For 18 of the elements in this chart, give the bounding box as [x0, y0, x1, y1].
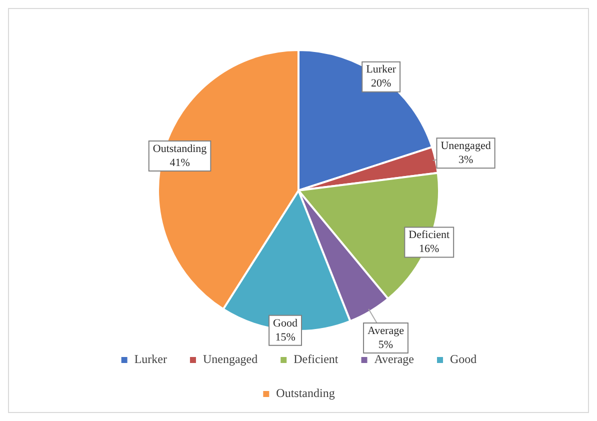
legend-label: Outstanding — [276, 386, 335, 400]
legend-label: Good — [450, 352, 477, 366]
data-label: 20% — [371, 78, 392, 90]
legend-label: Deficient — [294, 352, 339, 366]
slice-label: Average — [368, 324, 404, 337]
data-label: 5% — [378, 338, 394, 351]
data-label: 16% — [419, 243, 440, 256]
legend-label: Unengaged — [202, 352, 258, 366]
legend-label: Lurker — [134, 352, 167, 366]
slice-label: Lurker — [366, 64, 396, 76]
data-label: 15% — [275, 331, 296, 344]
legend-label: Average — [374, 352, 414, 366]
slice-label: Deficient — [408, 229, 450, 242]
data-label: 3% — [458, 154, 474, 166]
slice-label: Outstanding — [152, 142, 208, 155]
slice-label: Unengaged — [440, 140, 492, 152]
slice-label: Good — [273, 317, 298, 330]
data-label: 41% — [170, 156, 190, 169]
